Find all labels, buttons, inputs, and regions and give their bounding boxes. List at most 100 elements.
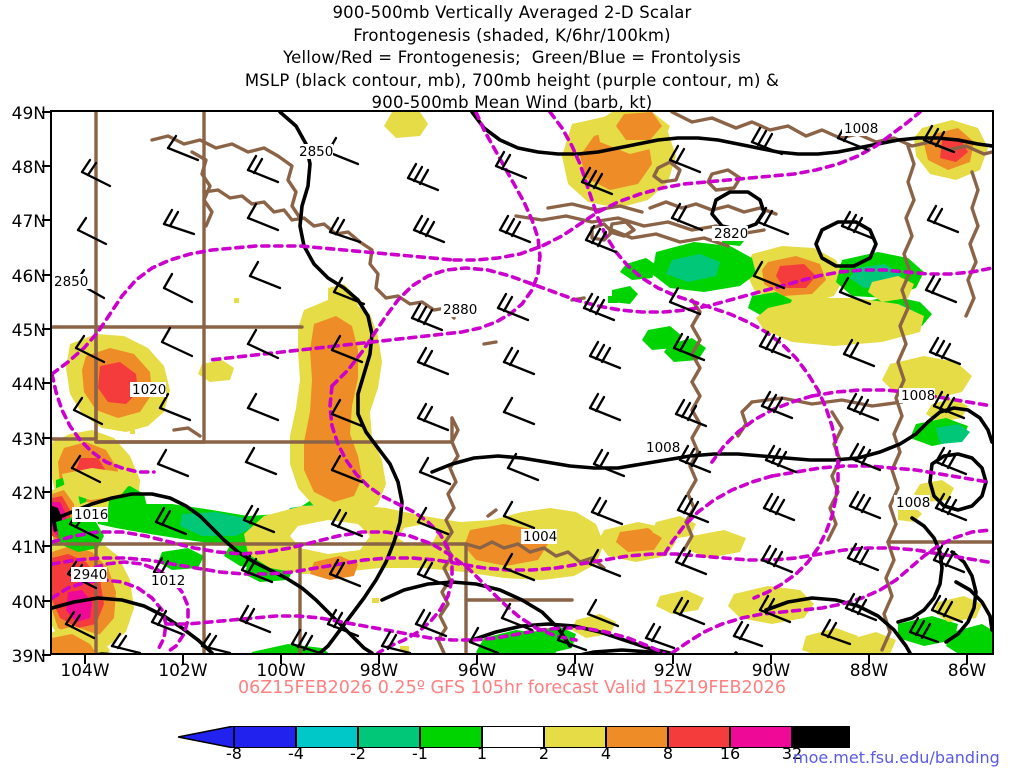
xlabel-104W: 104W (60, 661, 110, 681)
colorbar-label-16: 16 (719, 744, 741, 763)
colorbar-label-32: 32 (781, 744, 803, 763)
colorbar-seg-white (482, 726, 544, 748)
ytick-45 (42, 328, 51, 330)
height-label-text: 2820 (714, 226, 748, 242)
colorbar-seg-teal (358, 726, 420, 748)
ytick-46 (42, 274, 51, 276)
contour-label-group: 1020 1016 1012 1008 1004 1008 1008 1008 … (54, 121, 935, 589)
mslp-label: 1020 (130, 382, 166, 398)
xlabel-92W: 92W (653, 661, 693, 681)
ylabel-39N: 39N (11, 647, 46, 667)
mslp-label-text: 1016 (74, 507, 108, 523)
colorbar-seg-blue (234, 726, 296, 748)
xtick-92 (672, 655, 674, 664)
xtick-86 (966, 655, 968, 664)
colorbar-label-1: 1 (476, 744, 488, 763)
colorbar-label--4: -4 (288, 744, 304, 763)
height-label-text: 2880 (443, 302, 477, 318)
colorbar-label-8: 8 (662, 744, 674, 763)
height-label: 2880 (441, 302, 477, 318)
ytick-39 (42, 654, 51, 656)
ytick-41 (42, 545, 51, 547)
map-canvas: 1020 1016 1012 1008 1004 1008 1008 1008 … (52, 112, 992, 653)
xlabel-102W: 102W (158, 661, 208, 681)
colorbar-seg-orange (606, 726, 668, 748)
mslp-label: 1004 (521, 529, 557, 545)
colorbar-seg-black (792, 726, 850, 748)
mslp-label-text: 1012 (151, 573, 185, 589)
xlabel-90W: 90W (751, 661, 791, 681)
height-label-text: 2850 (299, 144, 333, 160)
ylabel-49N: 49N (11, 104, 46, 124)
wind-barbs (64, 122, 968, 653)
ylabel-44N: 44N (11, 375, 46, 395)
xtick-88 (868, 655, 870, 664)
height-label: 2850 (297, 144, 333, 160)
ylabel-41N: 41N (11, 538, 46, 558)
ylabel-45N: 45N (11, 321, 46, 341)
title-line-5: 900-500mb Mean Wind (barb, kt) (371, 93, 653, 112)
mslp-label-text: 1020 (132, 382, 166, 398)
xtick-96 (476, 655, 478, 664)
mslp-label-text: 1008 (844, 121, 878, 137)
mslp-label: 1016 (72, 507, 108, 523)
ylabel-47N: 47N (11, 212, 46, 232)
title-line-4: MSLP (black contour, mb), 700mb height (… (244, 70, 780, 90)
ylabel-42N: 42N (11, 484, 46, 504)
ytick-49 (42, 111, 51, 113)
xtick-100 (280, 655, 282, 664)
xlabel-96W: 96W (457, 661, 497, 681)
height-label: 2820 (712, 226, 748, 242)
ytick-40 (42, 600, 51, 602)
height-label: 2940 (71, 567, 107, 583)
xlabel-86W: 86W (947, 661, 987, 681)
xtick-104 (84, 655, 86, 664)
colorbar-label-2: 2 (538, 744, 550, 763)
xtick-102 (182, 655, 184, 664)
colorbar-label--8: -8 (226, 744, 242, 763)
xtick-98 (378, 655, 380, 664)
height-label-text: 2850 (54, 274, 88, 290)
mslp-label-text: 1008 (901, 388, 935, 404)
colorbar-label--2: -2 (350, 744, 366, 763)
ylabel-46N: 46N (11, 267, 46, 287)
frontogenesis-shading (52, 112, 992, 653)
ytick-42 (42, 491, 51, 493)
mslp-label: 1008 (842, 121, 878, 137)
ylabel-48N: 48N (11, 158, 46, 178)
mslp-label: 1012 (149, 573, 185, 589)
colorbar[interactable] (177, 725, 851, 749)
ytick-47 (42, 219, 51, 221)
ytick-44 (42, 382, 51, 384)
map-plot-area[interactable]: 1020 1016 1012 1008 1004 1008 1008 1008 … (50, 110, 994, 655)
mslp-label-text: 1008 (896, 495, 930, 511)
mslp-label: 1008 (644, 440, 680, 456)
xlabel-88W: 88W (849, 661, 889, 681)
ylabel-40N: 40N (11, 593, 46, 613)
ylabel-43N: 43N (11, 430, 46, 450)
mslp-label-text: 1004 (523, 529, 557, 545)
height-label-text: 2940 (73, 567, 107, 583)
xlabel-98W: 98W (359, 661, 399, 681)
colorbar-seg-cyan (296, 726, 358, 748)
forecast-caption: 06Z15FEB2026 0.25º GFS 105hr forecast Va… (237, 678, 787, 698)
site-watermark[interactable]: moe.met.fsu.edu/banding (793, 748, 1000, 767)
height-label: 2850 (54, 274, 90, 290)
chart-title-block: 900-500mb Vertically Averaged 2-D Scalar… (0, 2, 1024, 115)
mslp-label: 1008 (894, 495, 930, 511)
mslp-label: 1008 (899, 388, 935, 404)
colorbar-seg-yellow (544, 726, 606, 748)
xlabel-100W: 100W (256, 661, 306, 681)
xlabel-94W: 94W (555, 661, 595, 681)
mslp-label-text: 1008 (646, 440, 680, 456)
title-line-2: Frontogenesis (shaded, K/6hr/100km) (353, 25, 671, 45)
colorbar-seg-magenta (730, 726, 792, 748)
colorbar-seg-red (668, 726, 730, 748)
xtick-90 (770, 655, 772, 664)
title-line-1: 900-500mb Vertically Averaged 2-D Scalar (332, 3, 692, 22)
colorbar-label--1: -1 (412, 744, 428, 763)
ytick-48 (42, 165, 51, 167)
colorbar-seg-green (420, 726, 482, 748)
ytick-43 (42, 437, 51, 439)
